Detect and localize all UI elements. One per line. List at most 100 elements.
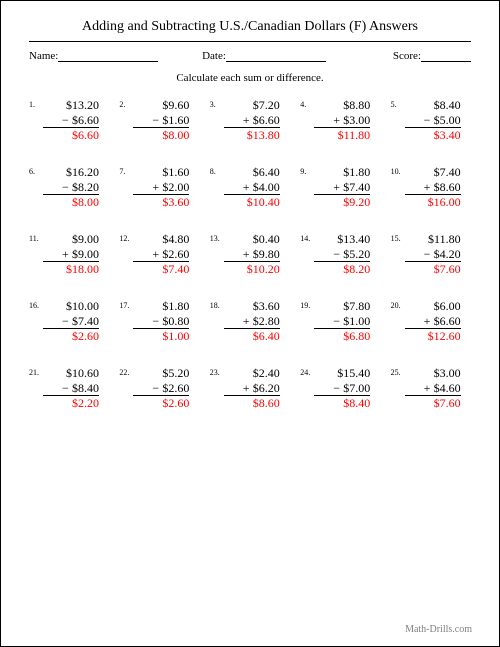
problem-stack: $2.40+$6.20$8.60 — [224, 366, 280, 411]
problem-number: 6. — [29, 165, 43, 176]
answer: $9.20 — [314, 195, 370, 210]
score-label: Score: — [393, 50, 421, 62]
score-line — [421, 51, 471, 62]
operand-b: −$5.00 — [405, 113, 461, 128]
operand-b: −$0.80 — [133, 314, 189, 329]
instruction-text: Calculate each sum or difference. — [29, 72, 471, 84]
operand-b: −$1.00 — [314, 314, 370, 329]
operand-b: +$7.40 — [314, 180, 370, 195]
answer: $8.40 — [314, 396, 370, 411]
operand-b: +$8.60 — [405, 180, 461, 195]
operand-b: −$6.60 — [43, 113, 99, 128]
answer: $10.20 — [224, 262, 280, 277]
problem-number: 15. — [391, 232, 405, 243]
problem-stack: $15.40−$7.00$8.40 — [314, 366, 370, 411]
operand-a: $5.20 — [133, 366, 189, 381]
operand-a: $13.20 — [43, 98, 99, 113]
date-field: Date: — [189, 50, 339, 62]
problem-stack: $16.20−$8.20$8.00 — [43, 165, 99, 210]
operand-b: −$7.00 — [314, 381, 370, 396]
answer: $3.40 — [405, 128, 461, 143]
problem: 22.$5.20−$2.60$2.60 — [119, 366, 199, 411]
operand-a: $0.40 — [224, 232, 280, 247]
operator: + — [62, 247, 72, 262]
operator: − — [62, 314, 72, 329]
problem-number: 9. — [300, 165, 314, 176]
answer: $1.00 — [133, 329, 189, 344]
operand-a: $10.00 — [43, 299, 99, 314]
operator: + — [424, 180, 434, 195]
operand-b: +$6.60 — [224, 113, 280, 128]
operand-a: $6.40 — [224, 165, 280, 180]
name-line — [58, 51, 158, 62]
operand-a: $2.40 — [224, 366, 280, 381]
operator: + — [424, 381, 434, 396]
problem: 14.$13.40−$5.20$8.20 — [300, 232, 380, 277]
operator: − — [424, 247, 434, 262]
operand-a: $3.00 — [405, 366, 461, 381]
name-field: Name: — [29, 50, 179, 62]
answer: $2.60 — [133, 396, 189, 411]
problem-number: 3. — [210, 98, 224, 109]
operator: + — [424, 314, 434, 329]
operand-a: $3.60 — [224, 299, 280, 314]
operand-b: +$4.60 — [405, 381, 461, 396]
problem-number: 8. — [210, 165, 224, 176]
answer: $2.60 — [43, 329, 99, 344]
operator: − — [62, 180, 72, 195]
operand-a: $1.80 — [133, 299, 189, 314]
problem: 13.$0.40+$9.80$10.20 — [210, 232, 290, 277]
problem-number: 12. — [119, 232, 133, 243]
problem-stack: $7.20+$6.60$13.80 — [224, 98, 280, 143]
operator: + — [243, 381, 253, 396]
problem: 15.$11.80−$4.20$7.60 — [391, 232, 471, 277]
problem: 25.$3.00+$4.60$7.60 — [391, 366, 471, 411]
worksheet-page: Adding and Subtracting U.S./Canadian Dol… — [0, 0, 500, 647]
problem-number: 17. — [119, 299, 133, 310]
problem-number: 2. — [119, 98, 133, 109]
problem-number: 13. — [210, 232, 224, 243]
operator: + — [333, 113, 343, 128]
problem-stack: $11.80−$4.20$7.60 — [405, 232, 461, 277]
answer: $6.60 — [43, 128, 99, 143]
problem: 12.$4.80+$2.60$7.40 — [119, 232, 199, 277]
footer-text: Math-Drills.com — [405, 624, 472, 635]
operand-b: +$4.00 — [224, 180, 280, 195]
operator: + — [243, 113, 253, 128]
problem-number: 23. — [210, 366, 224, 377]
problem-stack: $3.60+$2.80$6.40 — [224, 299, 280, 344]
date-label: Date: — [202, 50, 226, 62]
operand-a: $6.00 — [405, 299, 461, 314]
operand-a: $9.00 — [43, 232, 99, 247]
problem-number: 18. — [210, 299, 224, 310]
operand-b: +$6.20 — [224, 381, 280, 396]
answer: $11.80 — [314, 128, 370, 143]
operand-b: −$8.20 — [43, 180, 99, 195]
problem-number: 21. — [29, 366, 43, 377]
operand-a: $16.20 — [43, 165, 99, 180]
operand-b: +$2.80 — [224, 314, 280, 329]
problem-stack: $5.20−$2.60$2.60 — [133, 366, 189, 411]
operand-a: $13.40 — [314, 232, 370, 247]
operand-b: +$3.00 — [314, 113, 370, 128]
problem-stack: $9.60−$1.60$8.00 — [133, 98, 189, 143]
operand-a: $4.80 — [133, 232, 189, 247]
problem: 4.$8.80+$3.00$11.80 — [300, 98, 380, 143]
problem-stack: $8.40−$5.00$3.40 — [405, 98, 461, 143]
answer: $7.60 — [405, 396, 461, 411]
operand-b: −$4.20 — [405, 247, 461, 262]
operand-b: −$5.20 — [314, 247, 370, 262]
problem: 10.$7.40+$8.60$16.00 — [391, 165, 471, 210]
problem-number: 7. — [119, 165, 133, 176]
answer: $8.00 — [43, 195, 99, 210]
problem-number: 24. — [300, 366, 314, 377]
problem-number: 11. — [29, 232, 43, 243]
page-title: Adding and Subtracting U.S./Canadian Dol… — [29, 19, 471, 35]
answer: $13.80 — [224, 128, 280, 143]
problem: 11.$9.00+$9.00$18.00 — [29, 232, 109, 277]
operator: + — [333, 180, 343, 195]
answer: $7.60 — [405, 262, 461, 277]
operand-b: −$1.60 — [133, 113, 189, 128]
answer: $2.20 — [43, 396, 99, 411]
problem-number: 5. — [391, 98, 405, 109]
